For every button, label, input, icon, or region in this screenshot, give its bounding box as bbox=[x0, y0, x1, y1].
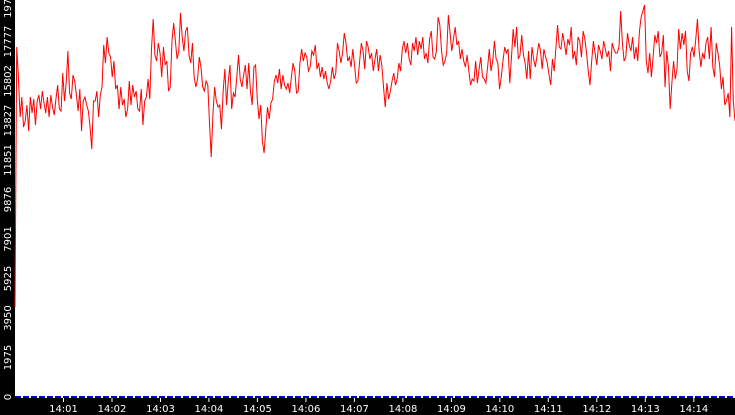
x-tick-label: 14:02 bbox=[98, 404, 127, 415]
x-axis-band bbox=[0, 398, 735, 415]
y-tick-label: 1975 bbox=[3, 345, 14, 370]
y-tick-labels: 0 1975 3950 5925 7901 9876 11851 13827 15802 1777… bbox=[3, 0, 14, 400]
x-tick-label: 14:11 bbox=[534, 404, 563, 415]
series-line bbox=[14, 4, 735, 308]
axis-ticks bbox=[63, 398, 695, 402]
x-tick-label: 14:07 bbox=[340, 404, 369, 415]
y-tick-label: 15802 bbox=[3, 65, 14, 97]
x-tick-label: 14:04 bbox=[194, 404, 223, 415]
y-tick-label: 17777 bbox=[3, 26, 14, 58]
x-tick-label: 14:10 bbox=[485, 404, 514, 415]
x-tick-label: 14:12 bbox=[582, 404, 611, 415]
y-tick-label: 5925 bbox=[3, 266, 14, 291]
y-tick-label: 7901 bbox=[3, 226, 14, 251]
x-tick-label: 14:09 bbox=[437, 404, 466, 415]
x-tick-label: 14:06 bbox=[291, 404, 320, 415]
x-tick-label: 14:08 bbox=[388, 404, 417, 415]
y-tick-label: 13827 bbox=[3, 105, 14, 137]
y-tick-label: 11851 bbox=[3, 144, 14, 176]
y-tick-label: 3950 bbox=[3, 305, 14, 330]
x-tick-label: 14:05 bbox=[243, 404, 272, 415]
y-axis-band bbox=[0, 0, 15, 398]
x-tick-label: 14:13 bbox=[631, 404, 660, 415]
x-tick-label: 14:01 bbox=[49, 404, 78, 415]
y-tick-label: 19753 bbox=[3, 0, 14, 18]
x-tick-labels: 14:01 14:02 14:03 14:04 14:05 14:06 14:07 14:08… bbox=[49, 404, 708, 415]
x-tick-label: 14:14 bbox=[679, 404, 708, 415]
y-tick-label: 0 bbox=[3, 394, 14, 400]
x-tick-label: 14:03 bbox=[146, 404, 175, 415]
plot-background bbox=[15, 0, 735, 398]
y-tick-label: 9876 bbox=[3, 187, 14, 212]
series-group bbox=[14, 4, 735, 308]
